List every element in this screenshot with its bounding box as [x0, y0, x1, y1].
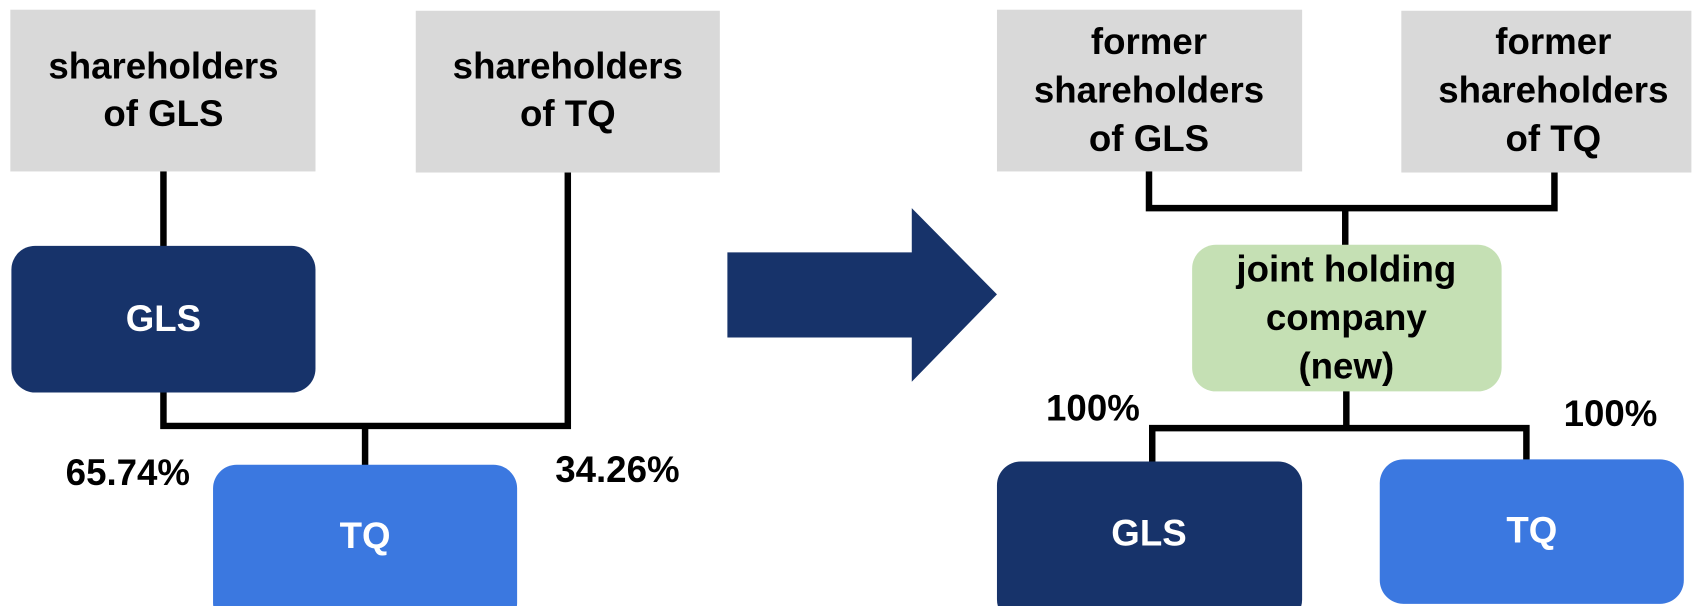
node-label: of TQ	[520, 93, 616, 134]
connector	[1145, 163, 1558, 212]
node-label: former	[1495, 21, 1611, 62]
node-label: TQ	[1506, 509, 1557, 550]
node-box	[1192, 244, 1502, 392]
stake-label: 65.74%	[66, 452, 190, 493]
node-label: (new)	[1298, 345, 1394, 386]
node-label: shareholders	[1034, 69, 1264, 110]
stake-label: 34.26%	[555, 449, 679, 490]
node-label: shareholders	[453, 46, 683, 87]
node-box	[996, 461, 1303, 606]
node-box	[213, 464, 518, 606]
node-label: of GLS	[1089, 118, 1209, 159]
node-label: of GLS	[103, 93, 223, 134]
node-label: company	[1266, 297, 1428, 338]
transition-arrow	[727, 208, 997, 382]
connector	[1149, 424, 1530, 464]
node-label: TQ	[340, 515, 391, 556]
node-label: shareholders	[1438, 69, 1668, 110]
node-label: joint holding	[1235, 248, 1456, 289]
node-label: GLS	[126, 298, 201, 339]
node-label: shareholders	[48, 46, 278, 87]
node-label: of TQ	[1506, 118, 1602, 159]
stake-label: 100%	[1046, 388, 1140, 429]
node-box	[11, 245, 316, 393]
node-box	[10, 9, 316, 172]
node-box	[1401, 10, 1692, 173]
node-label: GLS	[1111, 513, 1186, 554]
stake-label: 100%	[1564, 393, 1658, 434]
node-label: former	[1091, 21, 1207, 62]
node-box	[1379, 459, 1684, 604]
node-box	[415, 10, 720, 173]
node-box	[996, 9, 1303, 172]
